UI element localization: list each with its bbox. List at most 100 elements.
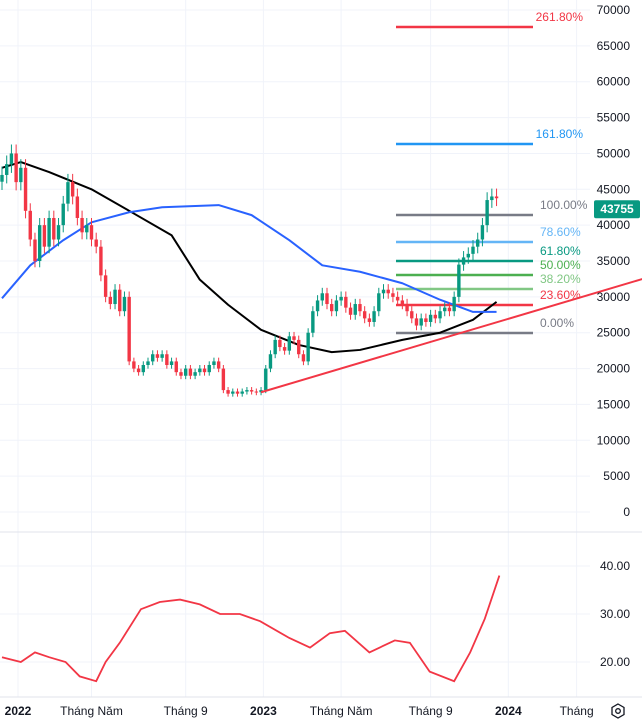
candle-up <box>306 332 310 362</box>
candle-down <box>70 182 75 197</box>
candle-up <box>47 217 51 247</box>
price-tick-label: 5000 <box>603 469 630 483</box>
candle-down <box>99 246 103 276</box>
candle-up <box>381 289 386 294</box>
indicator-tick-label: 40.00 <box>600 559 630 573</box>
candle-up <box>372 311 376 322</box>
price-tick-label: 50000 <box>597 146 631 160</box>
candle-up <box>56 225 61 240</box>
candle-up <box>480 225 485 240</box>
candle-down <box>33 239 37 262</box>
candle-down <box>249 390 254 392</box>
time-tick-label: Tháng Năm <box>60 704 123 718</box>
time-tick-label: 2023 <box>250 704 277 718</box>
price-tick-label: 40000 <box>597 218 631 232</box>
fib-level-label: 78.60% <box>540 225 581 239</box>
candle-up <box>320 293 324 301</box>
candle-up <box>268 354 273 369</box>
price-tick-label: 30000 <box>597 290 631 304</box>
candle-down <box>410 311 414 319</box>
candle-down <box>103 275 108 297</box>
moving-average-line <box>1 161 498 354</box>
candle-up <box>61 203 65 226</box>
candles <box>0 144 499 397</box>
candle-down <box>301 354 306 362</box>
price-tick-label: 65000 <box>597 39 631 53</box>
candle-up <box>461 257 466 265</box>
candle-down <box>174 361 178 373</box>
price-tick-label: 15000 <box>597 397 631 411</box>
price-axis[interactable]: 0 5000 10000 15000 20000 25000 30000 35000 40000… <box>597 3 631 519</box>
trendline-line <box>260 278 642 394</box>
candle-down <box>395 296 400 301</box>
time-tick-label: 2024 <box>495 704 522 718</box>
candle-up <box>198 368 202 373</box>
candle-down <box>405 304 409 312</box>
candle-down <box>330 304 334 312</box>
candle-down <box>447 307 452 312</box>
price-tick-label: 45000 <box>597 182 631 196</box>
candle-down <box>494 196 499 199</box>
fib-level-label: 23.60% <box>540 288 581 302</box>
fib-level-label: 38.20% <box>540 272 581 286</box>
candle-up <box>207 364 211 373</box>
moving-average-line <box>1 204 497 313</box>
candle-up <box>457 264 461 297</box>
candle-up <box>264 368 268 391</box>
candle-up <box>66 182 70 204</box>
candle-up <box>287 336 292 351</box>
last-price-value: 43755 <box>600 202 634 216</box>
candle-up <box>259 390 263 393</box>
candle-down <box>94 239 98 247</box>
fib-level-label: 61.80% <box>540 244 581 258</box>
time-axis[interactable]: 2022 Tháng Năm Tháng 9 2023 Tháng Năm Tháng 9… <box>5 704 594 718</box>
candle-down <box>235 391 240 394</box>
candle-down <box>391 293 395 297</box>
candle-up <box>37 225 42 262</box>
candle-up <box>240 391 244 394</box>
trendline[interactable] <box>260 278 642 394</box>
time-tick-label: Tháng 9 <box>409 704 453 718</box>
candle-up <box>146 361 150 365</box>
candle-down <box>278 339 282 348</box>
candle-down <box>155 354 160 358</box>
price-tick-label: 0 <box>623 505 630 519</box>
candle-up <box>9 153 14 165</box>
candle-up <box>438 311 442 319</box>
candle-down <box>165 354 169 365</box>
candle-down <box>297 339 301 355</box>
candle-down <box>254 391 259 393</box>
candle-down <box>348 307 353 315</box>
price-tick-label: 35000 <box>597 254 631 268</box>
fib-level-label: 261.80% <box>536 10 584 24</box>
candle-up <box>141 364 145 373</box>
candle-up <box>160 354 164 358</box>
candle-up <box>122 296 127 312</box>
candle-down <box>108 296 113 305</box>
last-price-label: 43755 <box>594 200 640 219</box>
fibonacci-retracement[interactable]: 0.00% 23.60% 38.20%50.00%61.80% 78.60% 100.0… <box>396 10 588 335</box>
candle-down <box>433 314 438 319</box>
time-tick-label: 2022 <box>5 704 32 718</box>
candle-up <box>273 339 277 355</box>
time-tick-label: Tháng 9 <box>164 704 208 718</box>
price-tick-label: 55000 <box>597 111 631 125</box>
gear-icon[interactable] <box>611 703 625 719</box>
fib-level-label: 0.00% <box>540 316 574 330</box>
fib-level-label: 100.00% <box>540 198 588 212</box>
candle-up <box>476 239 480 247</box>
candle-down <box>362 311 367 319</box>
candle-up <box>169 361 174 365</box>
candle-down <box>424 318 428 322</box>
candle-down <box>400 300 405 305</box>
candle-down <box>42 225 47 247</box>
candle-down <box>344 296 348 308</box>
candle-down <box>221 368 226 391</box>
price-tick-label: 60000 <box>597 75 631 89</box>
price-tick-label: 20000 <box>597 362 631 376</box>
candle-up <box>212 361 216 365</box>
moving-averages <box>1 161 498 354</box>
price-tick-label: 10000 <box>597 433 631 447</box>
candle-down <box>202 368 207 373</box>
